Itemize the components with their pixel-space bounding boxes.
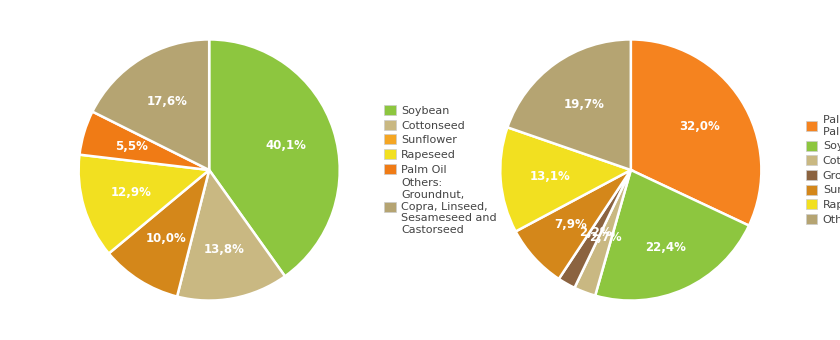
- Text: 7,9%: 7,9%: [554, 218, 587, 231]
- Text: 22,4%: 22,4%: [646, 241, 686, 254]
- Wedge shape: [209, 39, 339, 276]
- Text: 2,7%: 2,7%: [589, 231, 622, 244]
- Wedge shape: [507, 39, 631, 170]
- Wedge shape: [108, 170, 209, 296]
- Legend: Soybean, Cottonseed, Sunflower, Rapeseed, Palm Oil, Others:
Groundnut,
Copra, Li: Soybean, Cottonseed, Sunflower, Rapeseed…: [385, 105, 496, 235]
- Text: 2,2%: 2,2%: [579, 226, 612, 239]
- Wedge shape: [177, 170, 285, 301]
- Wedge shape: [501, 127, 631, 232]
- Wedge shape: [596, 170, 749, 301]
- Text: 13,1%: 13,1%: [530, 170, 570, 183]
- Text: 40,1%: 40,1%: [265, 139, 307, 152]
- Text: 32,0%: 32,0%: [679, 120, 720, 133]
- Text: Major Oilseeds: Area in 2012
(Total is 258.9 million hectares) (Oil World 2012): Major Oilseeds: Area in 2012 (Total is 2…: [46, 0, 389, 1]
- Text: 19,7%: 19,7%: [564, 98, 604, 111]
- Wedge shape: [631, 39, 761, 225]
- Text: 12,9%: 12,9%: [111, 186, 152, 200]
- Legend: Palm Oil &
Palm Kernel Oil, Soybean, Cotton, Groundnut, Sunflower, Rapeseed, Oth: Palm Oil & Palm Kernel Oil, Soybean, Cot…: [806, 115, 840, 225]
- Text: 10,0%: 10,0%: [145, 232, 186, 245]
- Text: 17,6%: 17,6%: [146, 95, 187, 108]
- Text: Global production of oils and fats in 2012
(Total is 186.4 million tons) (Oil Wo: Global production of oils and fats in 20…: [468, 0, 780, 1]
- Wedge shape: [79, 155, 209, 253]
- Text: 5,5%: 5,5%: [115, 140, 148, 153]
- Wedge shape: [559, 170, 631, 288]
- Wedge shape: [575, 170, 631, 295]
- Wedge shape: [80, 112, 209, 170]
- Wedge shape: [92, 39, 209, 170]
- Text: 13,8%: 13,8%: [203, 243, 244, 256]
- Wedge shape: [516, 170, 631, 279]
